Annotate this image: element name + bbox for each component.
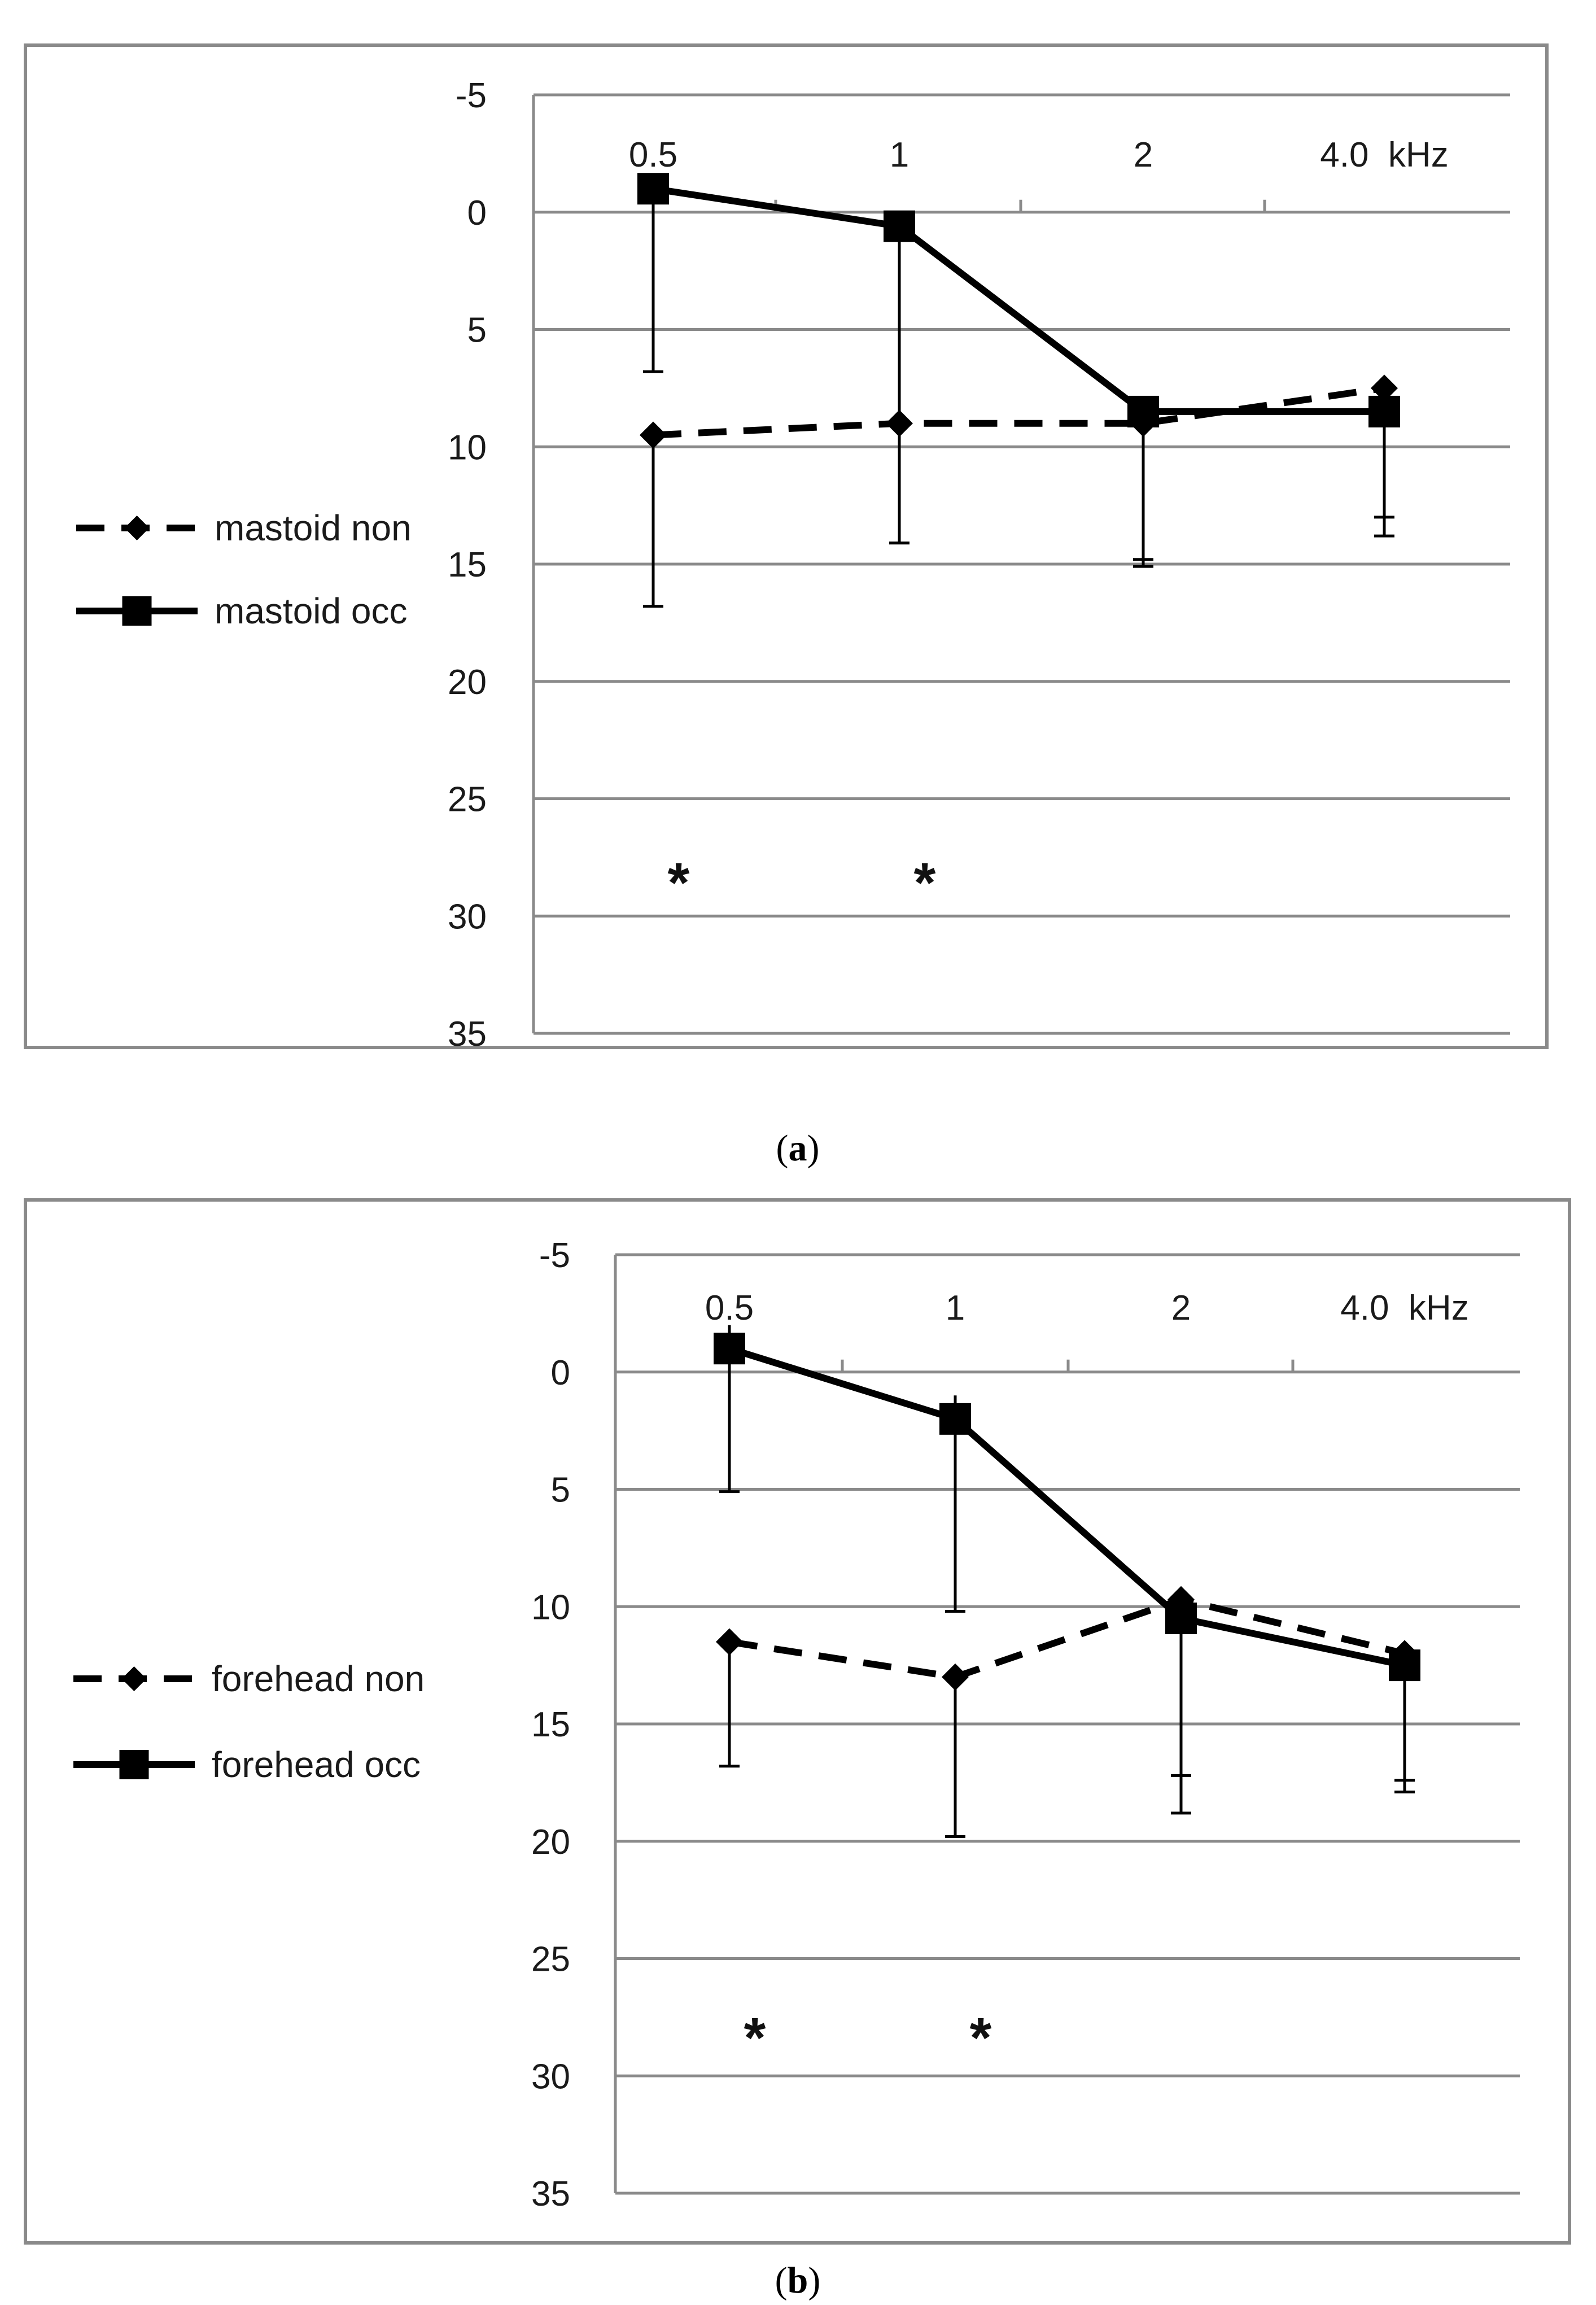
error-bar: [945, 1677, 965, 1838]
legend-item: mastoid occ: [76, 591, 407, 631]
data-point-square: [1165, 1603, 1197, 1635]
x-tick-label: 0.5: [629, 136, 677, 174]
legend-label: mastoid occ: [215, 591, 407, 631]
y-tick-label: 15: [448, 545, 487, 584]
legend-item: forehead non: [73, 1658, 425, 1699]
data-point-square: [939, 1403, 971, 1435]
error-bar: [643, 435, 663, 608]
y-tick-label: 0: [467, 194, 487, 233]
panel-a: -5 0 5 10 15 20 25 30 35 0.5 1 2 4.0 kHz * * mastoid no…: [24, 43, 1549, 1054]
legend-diamond-icon: [124, 516, 150, 540]
x-tick-label: 0.5: [705, 1289, 754, 1328]
data-point-square: [714, 1333, 745, 1365]
data-point-diamond: [886, 409, 913, 437]
legend-label: forehead occ: [212, 1744, 421, 1785]
series-line: [729, 1596, 1406, 1680]
y-tick-label: -5: [539, 1236, 570, 1275]
significance-asterisk: *: [970, 2006, 992, 2070]
caption-a: (a): [776, 1128, 820, 1169]
y-tick-label: 0: [551, 1354, 570, 1392]
legend-square-icon: [119, 1750, 149, 1779]
legend-label: forehead non: [212, 1658, 425, 1699]
data-point-square: [1389, 1649, 1420, 1682]
series-line: [728, 1345, 1406, 1669]
panel-frame: [24, 1198, 1571, 2245]
legend-item: mastoid non: [76, 508, 412, 548]
legend-diamond-icon: [121, 1666, 147, 1691]
error-bar: [1171, 1618, 1191, 1815]
caption-a-letter: a: [789, 1128, 807, 1169]
y-tick-label: 5: [551, 1471, 570, 1510]
data-point-square: [884, 210, 915, 242]
significance-asterisk: *: [744, 2006, 766, 2070]
y-tick-label: 30: [448, 897, 487, 936]
data-point-diamond: [716, 1628, 743, 1656]
y-tick-label: 15: [531, 1705, 570, 1744]
y-tick-label: 20: [448, 663, 487, 702]
x-tick-label: 2: [1171, 1289, 1191, 1328]
caption-b: (b): [775, 2260, 821, 2301]
x-tick-label: 2: [1134, 136, 1153, 174]
error-bar: [1133, 411, 1153, 568]
series-line: [653, 185, 1384, 415]
data-point-square: [1368, 395, 1400, 427]
series-line: [653, 385, 1385, 439]
error-bar: [1394, 1665, 1415, 1793]
data-point-square: [1127, 395, 1159, 427]
panel-frame: [24, 43, 1549, 1049]
x-tick-label: 4.0 kHz: [1340, 1289, 1468, 1328]
error-bar: [889, 226, 909, 545]
legend-label: mastoid non: [215, 508, 412, 548]
x-tick-label: 1: [890, 136, 909, 174]
x-tick-label: 1: [946, 1289, 965, 1328]
caption-b-letter: b: [788, 2260, 808, 2301]
panel-b: -5 0 5 10 15 20 25 30 35 0.5 1 2 4.0 kHz * * forehead n…: [24, 1198, 1571, 2245]
y-tick-label: 25: [448, 780, 487, 819]
legend-item: forehead occ: [73, 1744, 421, 1785]
y-tick-label: 20: [531, 1823, 570, 1862]
error-bar: [719, 1642, 740, 1768]
data-point-diamond: [942, 1663, 969, 1691]
data-point-diamond: [1371, 374, 1398, 402]
error-bar: [1374, 411, 1394, 538]
significance-asterisk: *: [914, 851, 936, 914]
y-tick-label: 10: [531, 1588, 570, 1627]
y-tick-label: 10: [448, 428, 487, 467]
y-tick-label: 25: [531, 1940, 570, 1979]
y-tick-label: 5: [467, 311, 487, 350]
error-bar: [643, 189, 663, 373]
x-tick-label: 4.0 kHz: [1320, 136, 1448, 174]
y-tick-label: 35: [448, 1015, 487, 1054]
legend-square-icon: [122, 596, 152, 626]
significance-asterisk: *: [668, 851, 690, 914]
data-point-diamond: [640, 421, 667, 449]
y-tick-label: 35: [531, 2175, 570, 2214]
data-point-square: [637, 173, 669, 205]
y-tick-label: 30: [531, 2057, 570, 2096]
y-tick-label: -5: [456, 76, 487, 115]
